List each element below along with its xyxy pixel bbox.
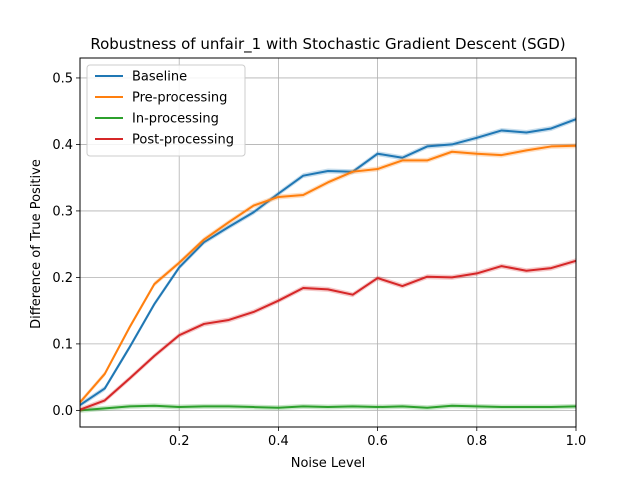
- y-axis-label: Difference of True Positive: [29, 159, 44, 329]
- y-axis-ticks: 0.0 0.1 0.2 0.3 0.4 0.5: [52, 71, 80, 419]
- legend-box: [86, 64, 246, 157]
- x-axis-ticks: 0.2 0.4 0.6 0.8 1.0: [169, 427, 586, 449]
- chart-title: Robustness of unfair_1 with Stochastic G…: [90, 35, 565, 54]
- x-axis-label: Noise Level: [291, 456, 366, 471]
- legend-label: Pre-processing: [132, 91, 227, 106]
- y-tick-label: 0.1: [52, 337, 73, 352]
- legend-label: Post-processing: [132, 133, 234, 148]
- series-line-baseline: [79, 118, 577, 406]
- x-tick-label: 0.2: [169, 434, 190, 449]
- y-tick-label: 0.0: [52, 404, 73, 419]
- y-tick-label: 0.3: [52, 204, 73, 219]
- series-lines: [79, 116, 577, 413]
- y-tick-label: 0.5: [52, 71, 73, 86]
- series-line-pre-processing: [79, 144, 577, 404]
- legend-label: Baseline: [132, 70, 187, 85]
- x-tick-label: 1.0: [566, 434, 587, 449]
- x-tick-label: 0.6: [367, 434, 388, 449]
- y-tick-label: 0.4: [52, 138, 73, 153]
- series-band-baseline: [80, 116, 576, 408]
- x-tick-label: 0.4: [268, 434, 289, 449]
- x-tick-label: 0.8: [466, 434, 487, 449]
- legend: Baseline Pre-processing In-processing Post-…: [86, 64, 246, 157]
- y-tick-label: 0.2: [52, 271, 73, 286]
- plot-frame: [79, 57, 577, 428]
- series-line-in-processing: [79, 404, 577, 412]
- legend-label: In-processing: [132, 112, 219, 127]
- series-band-post-processing: [80, 258, 576, 413]
- series-line-post-processing: [79, 259, 577, 411]
